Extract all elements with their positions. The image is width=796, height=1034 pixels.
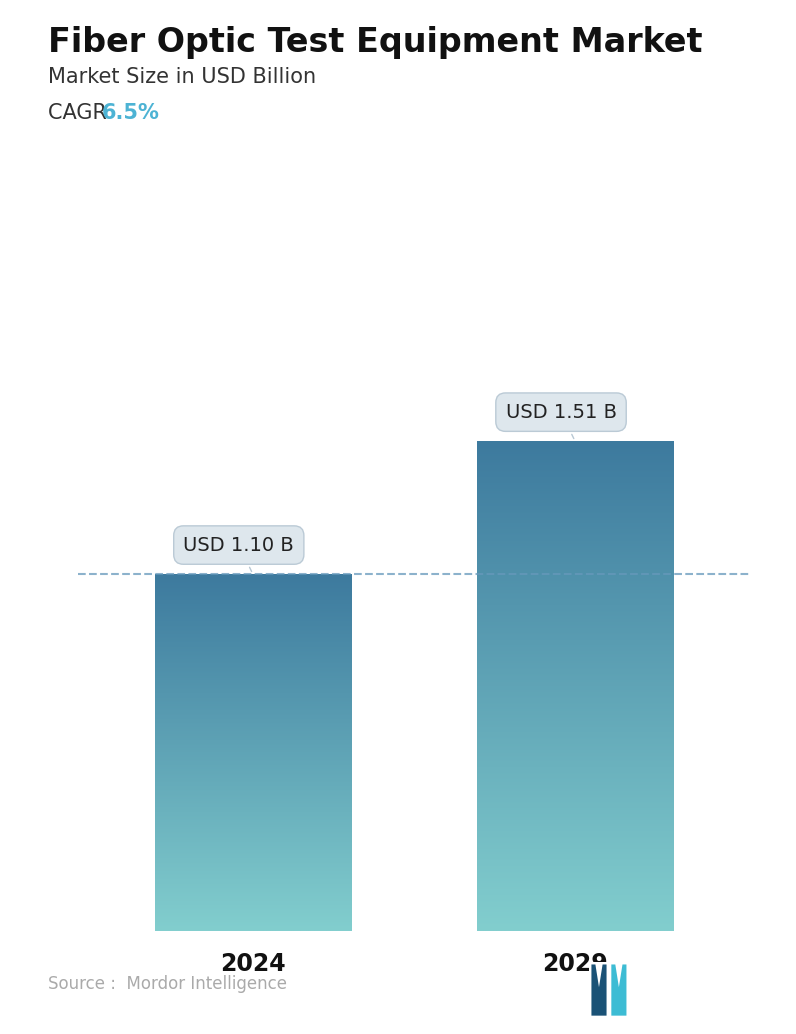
Text: USD 1.51 B: USD 1.51 B xyxy=(505,402,617,438)
Polygon shape xyxy=(591,965,607,1015)
Text: Fiber Optic Test Equipment Market: Fiber Optic Test Equipment Market xyxy=(48,26,702,59)
Text: CAGR: CAGR xyxy=(48,103,113,123)
Polygon shape xyxy=(611,965,626,1015)
Text: 6.5%: 6.5% xyxy=(102,103,160,123)
Text: Market Size in USD Billion: Market Size in USD Billion xyxy=(48,67,316,87)
Text: USD 1.10 B: USD 1.10 B xyxy=(183,536,295,572)
Text: Source :  Mordor Intelligence: Source : Mordor Intelligence xyxy=(48,975,287,993)
